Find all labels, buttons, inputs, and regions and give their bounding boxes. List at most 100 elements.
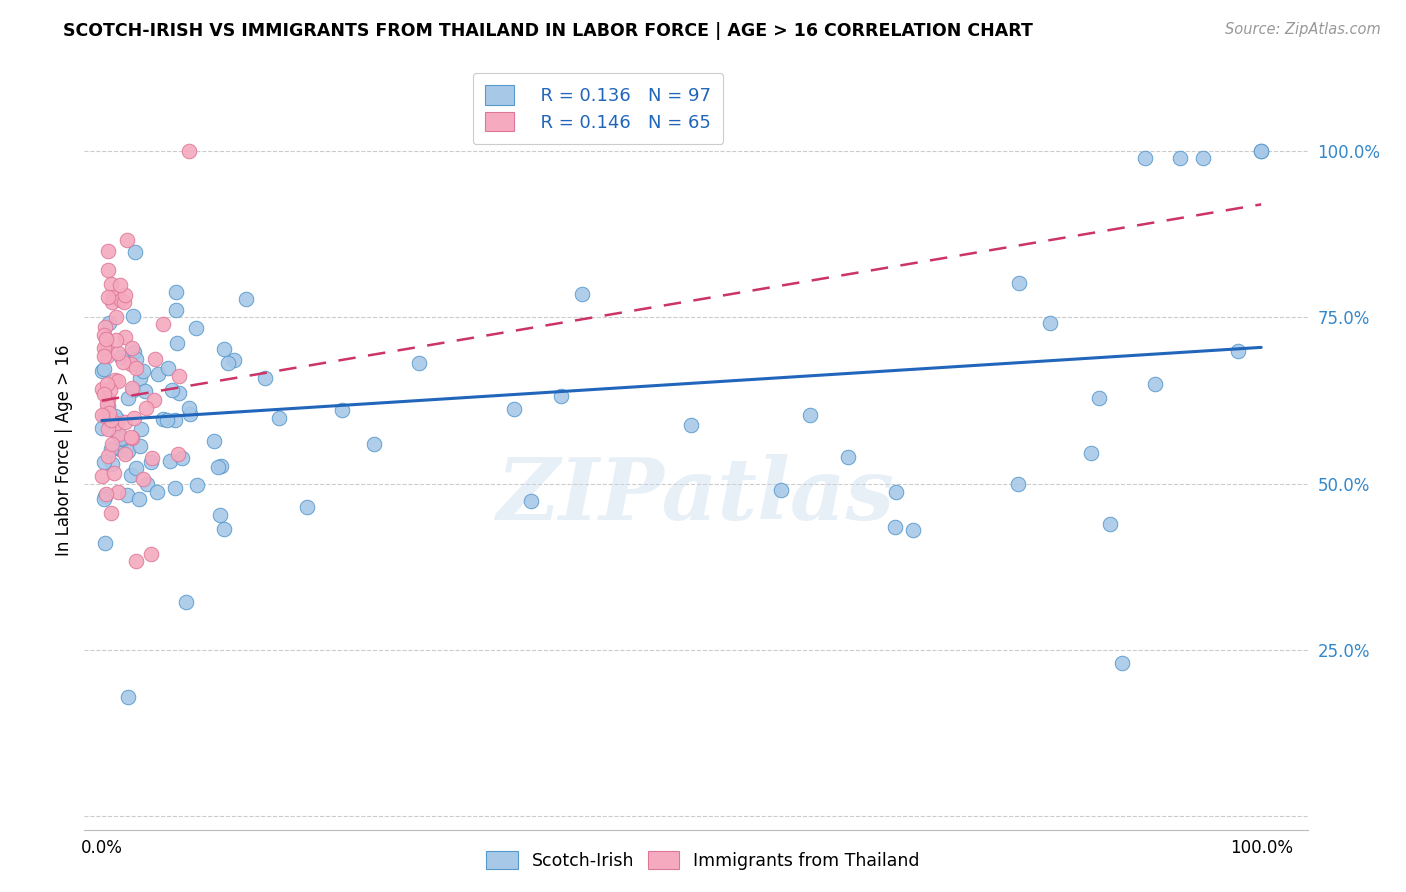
Point: [177, 401, 200, 415]
Point: [112, 295, 135, 310]
Point: [131, 472, 153, 486]
Legend:   R = 0.136   N = 97,   R = 0.146   N = 65: R = 0.136 N = 97, R = 0.146 N = 65: [472, 73, 724, 145]
Point: [90, 408, 112, 422]
Point: [122, 310, 145, 324]
Point: [94, 332, 117, 346]
Point: [212, 522, 235, 536]
Point: [363, 437, 385, 451]
Point: [107, 374, 129, 388]
Point: [104, 333, 127, 347]
Point: [98, 383, 121, 397]
Point: [94, 340, 117, 354]
Point: [117, 444, 139, 458]
Point: [679, 418, 702, 433]
Point: [156, 413, 179, 427]
Point: [799, 409, 821, 423]
Point: [103, 466, 125, 480]
Point: [1250, 144, 1272, 158]
Point: [186, 478, 208, 492]
Point: [115, 233, 138, 247]
Text: Source: ZipAtlas.com: Source: ZipAtlas.com: [1225, 22, 1381, 37]
Point: [94, 487, 117, 501]
Point: [114, 330, 136, 344]
Point: [94, 536, 117, 550]
Point: [110, 442, 132, 457]
Point: [121, 431, 143, 445]
Point: [93, 455, 115, 469]
Point: [143, 352, 166, 367]
Point: [128, 491, 150, 506]
Point: [1168, 151, 1191, 165]
Y-axis label: In Labor Force | Age > 16: In Labor Force | Age > 16: [55, 344, 73, 557]
Point: [125, 361, 148, 376]
Point: [224, 353, 246, 368]
Point: [93, 349, 115, 363]
Point: [114, 415, 136, 429]
Point: [212, 342, 235, 356]
Point: [1144, 376, 1167, 391]
Point: [141, 451, 163, 466]
Point: [139, 547, 162, 561]
Point: [90, 469, 112, 483]
Point: [884, 485, 907, 500]
Point: [177, 144, 200, 158]
Point: [121, 380, 143, 394]
Point: [143, 392, 166, 407]
Point: [152, 318, 174, 332]
Point: [108, 278, 131, 293]
Point: [267, 411, 290, 425]
Point: [156, 360, 179, 375]
Point: [103, 291, 125, 305]
Point: [96, 376, 118, 391]
Point: [93, 341, 115, 355]
Legend: Scotch-Irish, Immigrants from Thailand: Scotch-Irish, Immigrants from Thailand: [478, 843, 928, 879]
Point: [108, 442, 131, 457]
Point: [170, 451, 193, 466]
Point: [111, 354, 134, 368]
Point: [93, 492, 115, 507]
Point: [91, 421, 114, 435]
Point: [122, 411, 145, 425]
Point: [330, 403, 353, 417]
Point: [96, 349, 118, 363]
Point: [1250, 144, 1272, 158]
Text: ZIPatlas: ZIPatlas: [496, 454, 896, 538]
Point: [1192, 151, 1215, 165]
Point: [295, 500, 318, 514]
Point: [134, 384, 156, 399]
Point: [125, 554, 148, 568]
Point: [110, 431, 132, 445]
Point: [110, 293, 132, 307]
Point: [146, 368, 169, 382]
Point: [167, 368, 190, 383]
Point: [110, 350, 132, 364]
Point: [125, 460, 148, 475]
Point: [1008, 276, 1031, 290]
Point: [96, 262, 118, 277]
Point: [97, 392, 120, 407]
Point: [96, 244, 118, 258]
Point: [100, 413, 122, 427]
Point: [129, 422, 152, 436]
Point: [163, 481, 186, 495]
Point: [207, 460, 229, 475]
Point: [101, 436, 124, 450]
Point: [117, 690, 139, 704]
Point: [1080, 446, 1102, 460]
Point: [98, 406, 121, 420]
Point: [770, 483, 793, 498]
Point: [1088, 392, 1111, 406]
Point: [165, 303, 187, 318]
Point: [1111, 657, 1133, 671]
Point: [93, 489, 115, 503]
Point: [135, 401, 157, 415]
Text: SCOTCH-IRISH VS IMMIGRANTS FROM THAILAND IN LABOR FORCE | AGE > 16 CORRELATION C: SCOTCH-IRISH VS IMMIGRANTS FROM THAILAND…: [63, 22, 1033, 40]
Point: [235, 293, 257, 307]
Point: [114, 288, 136, 302]
Point: [93, 328, 115, 343]
Point: [125, 351, 148, 366]
Point: [91, 383, 114, 397]
Point: [107, 485, 129, 500]
Point: [901, 523, 924, 537]
Point: [209, 458, 232, 473]
